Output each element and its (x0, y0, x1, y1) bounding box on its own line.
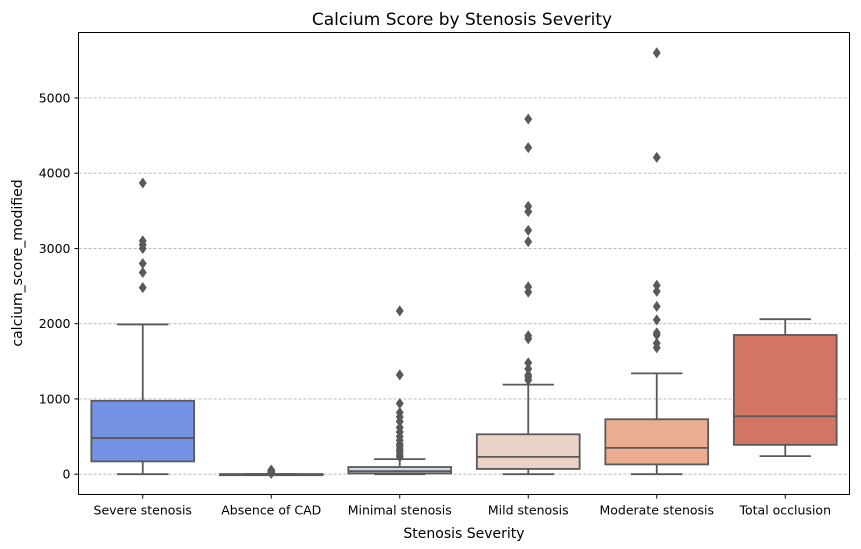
y-tick-label: 4000 (39, 166, 71, 181)
outlier-point (395, 406, 404, 418)
outlier-point (652, 285, 661, 297)
outlier-point (652, 279, 661, 291)
box-group (347, 305, 453, 476)
y-tick-label: 3000 (39, 241, 71, 256)
boxes-layer (90, 47, 838, 479)
y-gridlines (78, 97, 850, 475)
outlier-point (395, 369, 404, 381)
x-axis-label: Stenosis Severity (403, 526, 524, 542)
x-axis-ticks: Severe stenosis Absence of CAD Minimal ste… (94, 494, 831, 518)
outlier-point (524, 357, 533, 369)
outlier-point (395, 422, 404, 434)
outlier-point (138, 257, 147, 270)
outlier-point (652, 47, 661, 59)
y-tick-label: 5000 (39, 90, 71, 105)
outlier-point (138, 177, 147, 189)
box (475, 433, 581, 470)
outlier-point (395, 397, 404, 409)
outlier-point (138, 267, 147, 279)
outlier-point (395, 305, 404, 317)
box-group (475, 113, 581, 476)
y-axis-label: calcium_score_modified (10, 179, 26, 346)
outlier-point (524, 113, 533, 125)
outlier-point (524, 200, 533, 212)
box-group (604, 47, 710, 476)
outlier-point (652, 151, 661, 163)
box-group (90, 177, 196, 476)
outlier-point (524, 363, 533, 375)
x-tick-label: Total occlusion (738, 503, 831, 518)
outlier-point (524, 236, 533, 248)
outlier-point (524, 224, 533, 236)
box-group (732, 318, 838, 458)
y-tick-label: 2000 (39, 316, 71, 331)
outlier-point (524, 142, 533, 154)
outlier-point (138, 235, 147, 247)
x-tick-label: Minimal stenosis (348, 503, 452, 518)
outlier-point (524, 281, 533, 293)
outlier-point (652, 337, 661, 349)
outlier-point (524, 330, 533, 342)
outlier-point (138, 282, 147, 294)
chart-title: Calcium Score by Stenosis Severity (312, 10, 612, 30)
box (90, 399, 196, 463)
outlier-point (524, 369, 533, 381)
outlier-point (267, 464, 276, 476)
outlier-point (652, 300, 661, 312)
y-tick-label: 0 (63, 467, 71, 482)
x-tick-label: Mild stenosis (488, 503, 569, 518)
box (732, 334, 838, 446)
plot-frame (78, 32, 850, 495)
y-axis-ticks: 0 1000 2000 3000 4000 5000 (39, 90, 79, 482)
outlier-point (652, 314, 661, 326)
x-tick-label: Absence of CAD (221, 503, 321, 518)
box (347, 466, 453, 475)
outlier-point (652, 327, 661, 339)
x-tick-label: Severe stenosis (94, 503, 192, 518)
y-tick-label: 1000 (39, 391, 71, 406)
x-tick-label: Moderate stenosis (599, 503, 714, 518)
box (604, 418, 710, 466)
box-group (218, 464, 324, 479)
